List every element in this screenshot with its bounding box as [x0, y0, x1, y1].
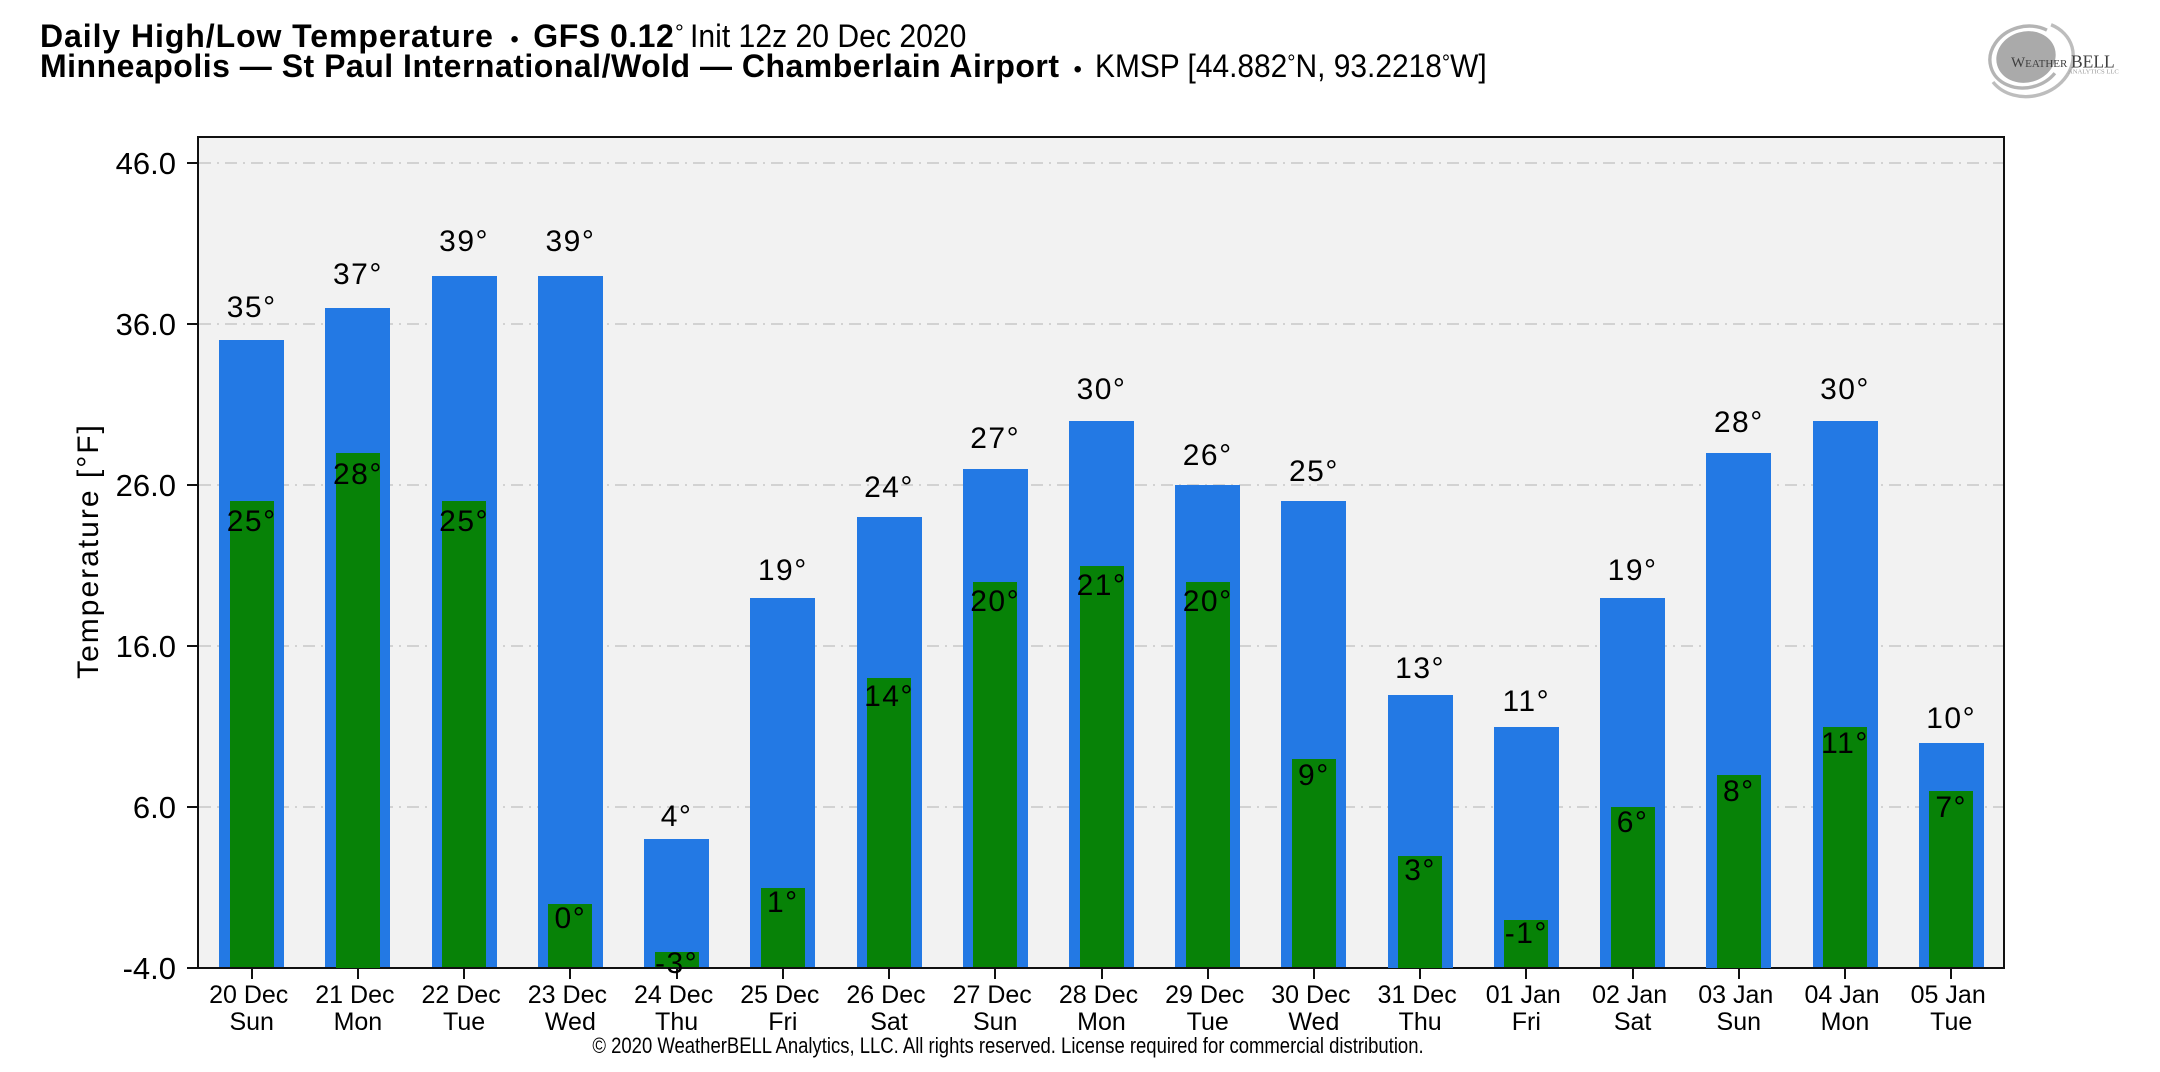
- svg-text:ANALYTICS LLC: ANALYTICS LLC: [2068, 69, 2119, 76]
